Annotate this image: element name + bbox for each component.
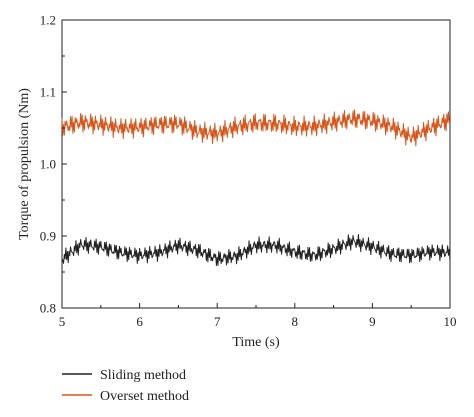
x-tick-label: 7 [214,314,221,329]
y-tick-label: 1.1 [40,85,56,100]
y-tick-label: 0.9 [40,229,56,244]
legend-label-sliding: Sliding method [100,368,186,383]
series-line-sliding-method [61,233,451,267]
y-axis-label: Torque of propulsion (Nm) [17,88,32,240]
y-tick-label: 0.8 [40,301,56,316]
x-tick-label: 8 [292,314,299,329]
legend-label-overset: Overset method [100,389,189,404]
x-tick-label: 5 [59,314,66,329]
tick-layer: 5 6 7 8 9 10 0.8 0.9 1.0 1.1 1.2 [40,13,457,330]
series-layer [61,109,451,267]
series-line-overset-method [61,109,451,147]
x-tick-label: 10 [444,314,457,329]
plot-frame [61,19,451,309]
x-tick-label: 6 [136,314,143,329]
legend-entry-sliding: Sliding method [62,368,186,383]
y-tick-label: 1.0 [40,157,56,172]
y-tick-label: 1.2 [40,13,56,28]
legend: Sliding method Overset method [62,368,189,404]
x-tick-label: 9 [369,314,376,329]
legend-entry-overset: Overset method [62,389,189,404]
x-axis-label: Time (s) [232,335,280,350]
plot-area: 5 6 7 8 9 10 0.8 0.9 1.0 1.1 1.2 [40,13,457,330]
